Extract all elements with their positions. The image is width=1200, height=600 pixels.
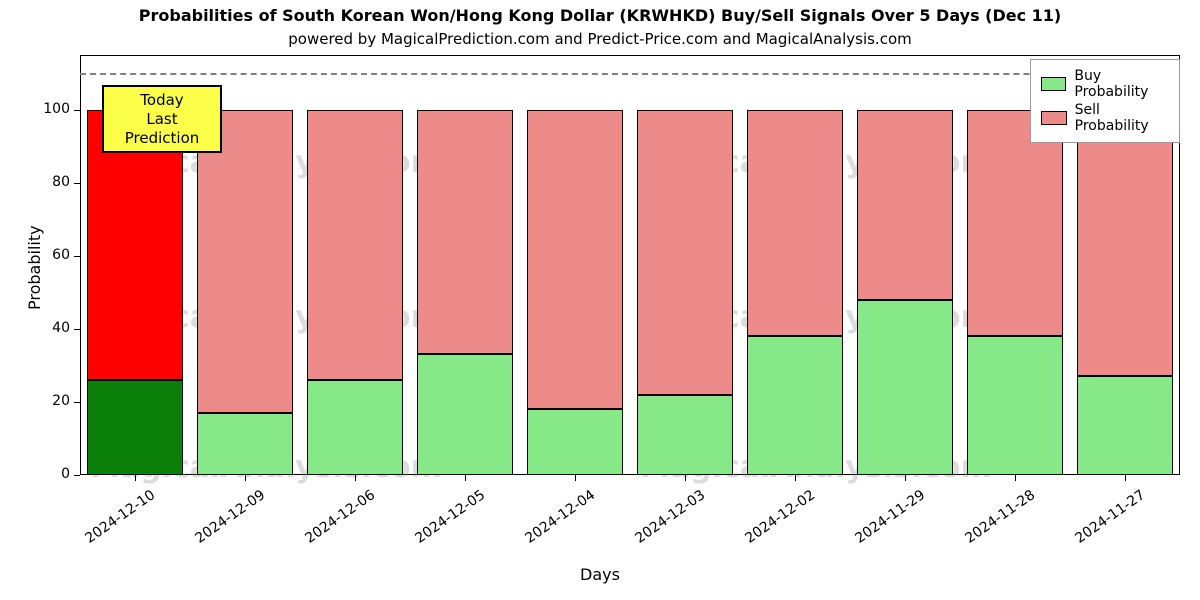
legend-label-buy: Buy Probability <box>1074 68 1169 100</box>
chart-subtitle: powered by MagicalPrediction.com and Pre… <box>0 30 1200 48</box>
bar-buy <box>197 413 294 475</box>
legend: Buy Probability Sell Probability <box>1030 59 1180 143</box>
bar-sell <box>857 110 954 300</box>
bar-sell <box>967 110 1064 336</box>
bar-buy <box>527 409 624 475</box>
bar-buy <box>307 380 404 475</box>
bar-sell <box>747 110 844 336</box>
y-tick-mark <box>74 475 80 476</box>
x-tick-label: 2024-12-10 <box>67 487 158 557</box>
bar-buy <box>417 354 514 475</box>
y-axis-label: Probability <box>25 225 44 310</box>
x-tick-mark <box>1015 475 1016 481</box>
x-tick-label: 2024-11-28 <box>947 487 1038 557</box>
y-tick-label: 40 <box>30 320 70 336</box>
y-tick-mark <box>74 110 80 111</box>
x-tick-label: 2024-12-03 <box>617 487 708 557</box>
bar-buy <box>857 300 954 475</box>
bar-buy <box>87 380 184 475</box>
x-tick-label: 2024-12-06 <box>287 487 378 557</box>
y-tick-label: 0 <box>30 466 70 482</box>
x-tick-label: 2024-12-04 <box>507 487 598 557</box>
legend-label-sell: Sell Probability <box>1075 102 1169 134</box>
bar-group <box>857 55 954 475</box>
legend-row-buy: Buy Probability <box>1041 68 1169 100</box>
y-tick-label: 100 <box>30 101 70 117</box>
x-tick-mark <box>135 475 136 481</box>
x-tick-mark <box>795 475 796 481</box>
x-tick-mark <box>245 475 246 481</box>
x-tick-mark <box>905 475 906 481</box>
bar-sell <box>197 110 294 413</box>
bars-layer <box>80 55 1180 475</box>
bar-group <box>747 55 844 475</box>
bar-buy <box>637 395 734 475</box>
legend-swatch-sell <box>1041 111 1067 125</box>
x-tick-label: 2024-11-27 <box>1057 487 1148 557</box>
bar-sell <box>307 110 404 380</box>
bar-group <box>417 55 514 475</box>
bar-sell <box>417 110 514 355</box>
legend-row-sell: Sell Probability <box>1041 102 1169 134</box>
bar-sell <box>637 110 734 395</box>
bar-sell <box>1077 110 1174 377</box>
bar-group <box>527 55 624 475</box>
x-tick-label: 2024-12-09 <box>177 487 268 557</box>
y-tick-label: 80 <box>30 174 70 190</box>
bar-group <box>637 55 734 475</box>
bar-buy <box>967 336 1064 475</box>
chart-title: Probabilities of South Korean Won/Hong K… <box>0 6 1200 25</box>
legend-swatch-buy <box>1041 77 1066 91</box>
x-tick-label: 2024-11-29 <box>837 487 928 557</box>
x-axis-label: Days <box>0 565 1200 584</box>
today-callout-line1: Today <box>114 91 210 110</box>
x-tick-label: 2024-12-05 <box>397 487 488 557</box>
x-tick-label: 2024-12-02 <box>727 487 818 557</box>
bar-group <box>307 55 404 475</box>
chart-container: Probabilities of South Korean Won/Hong K… <box>0 0 1200 600</box>
x-tick-mark <box>355 475 356 481</box>
y-tick-mark <box>74 183 80 184</box>
today-callout: Today Last Prediction <box>102 85 222 153</box>
x-tick-mark <box>575 475 576 481</box>
x-tick-mark <box>465 475 466 481</box>
plot-area: MagicalAnalysis.comMagicalAnalysis.comMa… <box>80 55 1180 475</box>
bar-sell <box>527 110 624 409</box>
x-tick-mark <box>1125 475 1126 481</box>
y-tick-mark <box>74 329 80 330</box>
y-tick-label: 20 <box>30 393 70 409</box>
y-tick-mark <box>74 402 80 403</box>
today-callout-line2: Last Prediction <box>114 110 210 148</box>
bar-buy <box>747 336 844 475</box>
y-tick-mark <box>74 256 80 257</box>
bar-buy <box>1077 376 1174 475</box>
x-tick-mark <box>685 475 686 481</box>
